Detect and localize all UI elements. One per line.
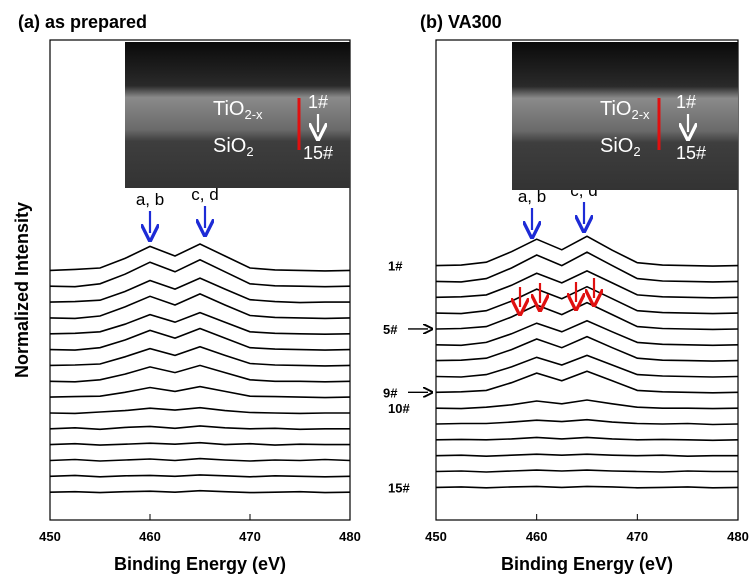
panel-title: (b) VA300 [420, 12, 502, 32]
x-tick-label: 470 [626, 529, 648, 544]
x-tick-label: 470 [239, 529, 261, 544]
spectrum-line [49, 243, 351, 272]
x-axis-label: Binding Energy (eV) [501, 554, 673, 574]
inset-sub: 2 [246, 144, 253, 159]
spectrum-line [435, 235, 739, 267]
spectrum-line [49, 457, 351, 462]
spectrum-line [435, 270, 739, 299]
inset-text: SiO [600, 135, 633, 157]
inset-text: TiO [600, 98, 631, 120]
spectrum-line [49, 425, 350, 431]
spectrum-line [49, 441, 350, 446]
spectrum-line [435, 469, 738, 473]
spectrum-line [49, 489, 351, 494]
inset-to: 15# [303, 143, 333, 163]
inset-sub: 2 [633, 144, 640, 159]
spectrum-line [435, 335, 739, 362]
spectrum-line [49, 311, 351, 336]
panel-title: (a) as prepared [18, 12, 147, 32]
inset-from: 1# [308, 92, 328, 112]
inset-layer: TiO2-x [213, 98, 263, 122]
spectrum-line [49, 327, 351, 351]
series-label: 9# [383, 385, 398, 400]
series-label: 10# [388, 401, 410, 416]
spectrum-line [49, 385, 351, 399]
peak-annotation: c, d [191, 185, 218, 204]
x-tick-label: 460 [526, 529, 548, 544]
spectrum-line [435, 319, 739, 347]
inset-sub: 2-x [244, 107, 263, 122]
plot-frame [435, 39, 739, 521]
y-axis-label: Normalized Intensity [12, 202, 32, 378]
spectrum-line [435, 285, 739, 315]
spectrum-line [49, 258, 351, 288]
peak-annotation: a, b [518, 187, 546, 206]
x-tick-label: 480 [727, 529, 749, 544]
spectrum-line [435, 370, 739, 394]
spectrum-line [49, 293, 351, 320]
inset-sub: 2-x [631, 107, 650, 122]
plot-frame [49, 39, 351, 521]
spectrum-line [435, 485, 739, 489]
inset-text: TiO [213, 98, 244, 120]
spectrum-line [49, 345, 351, 367]
inset-layer: SiO2 [600, 135, 641, 159]
spectrum-line [435, 301, 739, 331]
x-tick-label: 450 [39, 529, 61, 544]
series-label: 5# [383, 322, 398, 337]
x-tick-label: 450 [425, 529, 447, 544]
series-label: 1# [388, 259, 403, 274]
spectrum-line [435, 354, 739, 378]
inset-to: 15# [676, 143, 706, 163]
x-tick-label: 480 [339, 529, 361, 544]
spectrum-line [49, 364, 351, 383]
spectrum-line [49, 406, 350, 415]
spectrum-line [435, 453, 738, 458]
spectrum-line [435, 436, 739, 442]
inset-image [512, 42, 738, 190]
spectrum-line [435, 251, 739, 283]
spectrum-line [49, 474, 351, 478]
spectrum-line [435, 418, 739, 426]
inset-image [125, 42, 350, 188]
inset-text: SiO [213, 135, 246, 157]
spectrum-line [435, 399, 739, 410]
peak-annotation: a, b [136, 190, 164, 209]
inset-layer: TiO2-x [600, 98, 650, 122]
series-label: 15# [388, 480, 410, 495]
x-tick-label: 460 [139, 529, 161, 544]
inset-layer: SiO2 [213, 135, 254, 159]
x-axis-label: Binding Energy (eV) [114, 554, 286, 574]
inset-from: 1# [676, 92, 696, 112]
spectrum-line [49, 277, 350, 304]
